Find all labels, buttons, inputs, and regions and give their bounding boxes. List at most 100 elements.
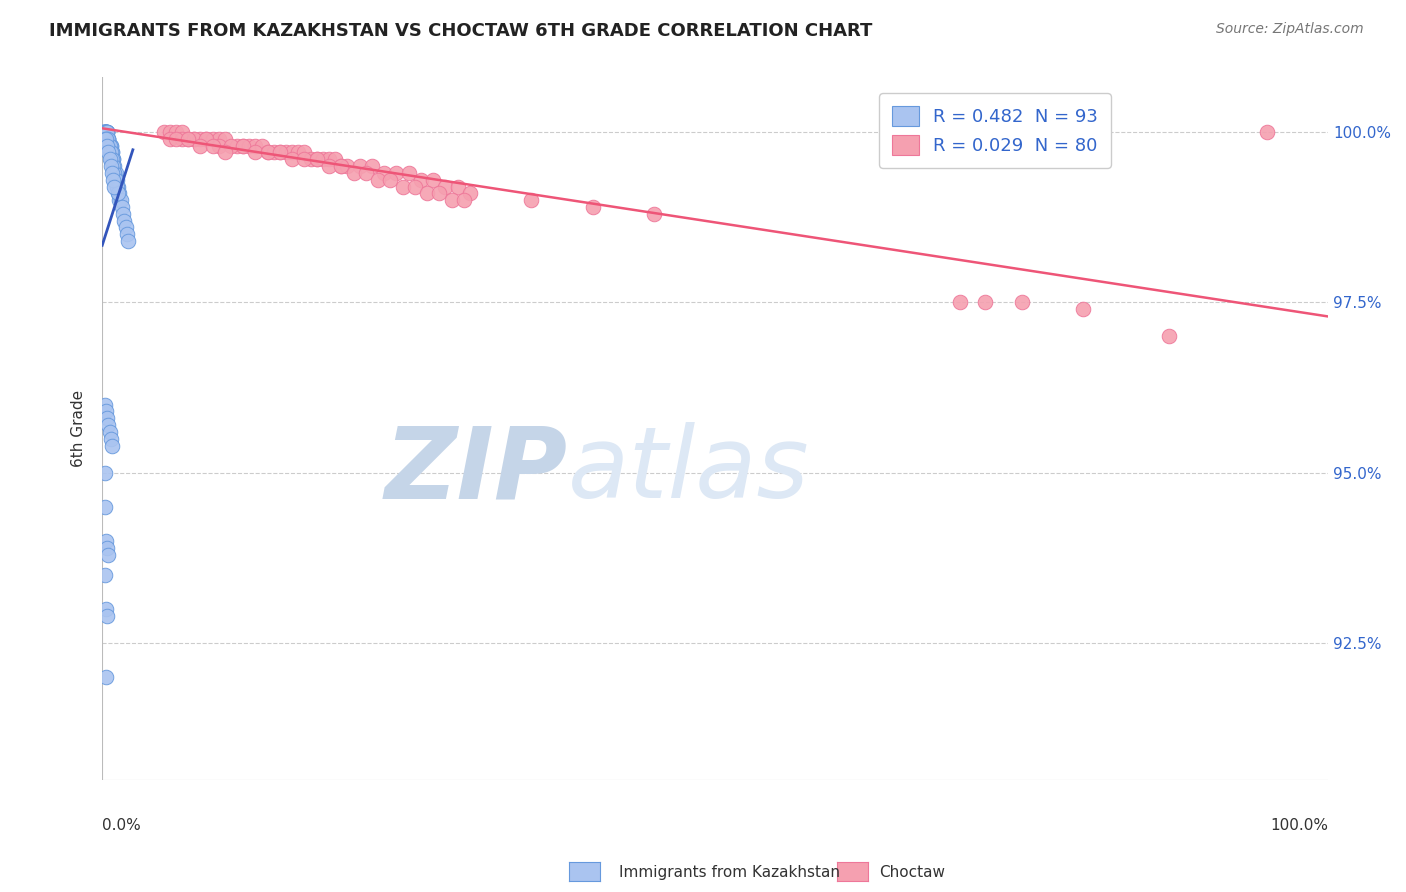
Point [93,125,115,139]
Point [93,568,115,582]
Point [269,145,291,160]
Legend: R = 0.482  N = 93, R = 0.029  N = 80: R = 0.482 N = 93, R = 0.029 N = 80 [879,94,1111,168]
Point [114,220,136,235]
Point [195,132,218,146]
Point [97,132,120,146]
Y-axis label: 6th Grade: 6th Grade [72,390,86,467]
Point [96,609,118,624]
Point [108,193,131,207]
Text: atlas: atlas [568,422,810,519]
Point [94,670,117,684]
Point [373,166,395,180]
Point [183,132,205,146]
Point [238,138,260,153]
Point [208,132,231,146]
Point [294,153,316,167]
Point [93,125,115,139]
Point [195,132,218,146]
Point [93,125,115,139]
Point [458,186,481,201]
Point [404,179,426,194]
Point [274,145,297,160]
Point [409,172,432,186]
Text: IMMIGRANTS FROM KAZAKHSTAN VS CHOCTAW 6TH GRADE CORRELATION CHART: IMMIGRANTS FROM KAZAKHSTAN VS CHOCTAW 6T… [49,22,873,40]
Point [112,213,135,227]
Point [263,145,285,160]
Point [336,159,359,173]
Point [305,153,328,167]
Point [97,132,120,146]
Point [101,145,124,160]
Point [97,418,120,433]
Point [93,125,115,139]
Point [111,200,134,214]
Point [440,193,463,207]
Text: ZIP: ZIP [385,422,568,519]
Point [226,138,249,153]
Point [318,159,340,173]
Point [112,207,135,221]
Text: 100.0%: 100.0% [1270,818,1329,833]
Point [201,132,224,146]
Point [103,172,125,186]
Point [165,125,187,139]
Point [96,132,118,146]
Point [427,186,450,201]
Point [581,200,603,214]
Point [299,153,322,167]
Point [94,602,117,616]
Point [385,166,408,180]
Point [354,166,377,180]
Point [103,153,125,167]
Point [94,125,117,139]
Point [103,166,125,180]
Point [269,145,291,160]
Point [100,138,122,153]
Point [94,534,117,549]
Point [100,432,122,446]
Point [232,138,254,153]
Point [103,159,125,173]
Point [98,425,121,439]
Point [380,172,402,186]
Point [159,132,181,146]
Point [101,153,124,167]
Point [330,159,353,173]
Point [93,125,115,139]
Point [1011,295,1033,310]
Point [107,186,129,201]
Point [94,132,117,146]
Point [101,166,124,180]
Point [107,179,129,194]
Point [214,132,236,146]
Point [100,153,122,167]
Point [96,125,118,139]
Text: Choctaw: Choctaw [879,865,945,880]
Point [96,411,118,425]
Point [97,132,120,146]
Point [434,179,457,194]
Point [117,234,139,248]
Point [101,439,124,453]
Point [177,132,200,146]
Point [101,145,124,160]
Text: 0.0%: 0.0% [103,818,141,833]
Point [281,145,304,160]
Point [104,166,127,180]
Point [165,132,187,146]
Point [520,193,543,207]
Point [107,186,129,201]
Point [97,132,120,146]
Point [342,166,364,180]
Point [232,138,254,153]
Point [281,153,304,167]
Point [96,125,118,139]
Point [250,138,273,153]
Point [100,145,122,160]
Point [973,295,995,310]
Point [93,132,115,146]
Point [103,159,125,173]
Point [1071,302,1094,317]
Point [256,145,278,160]
Point [93,500,115,514]
